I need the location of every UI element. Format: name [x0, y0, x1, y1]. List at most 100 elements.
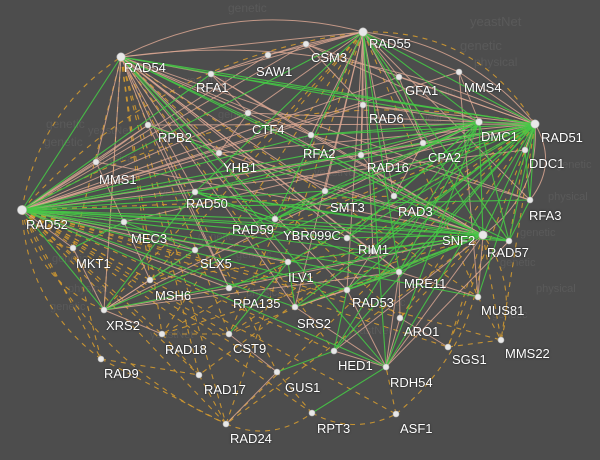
edge-physical [310, 134, 484, 236]
graph-node[interactable] [291, 303, 299, 311]
edge-physical [72, 247, 105, 311]
edge-genetic [362, 31, 480, 123]
graph-node[interactable] [158, 330, 166, 338]
graph-node[interactable] [146, 276, 154, 284]
graph-node[interactable] [357, 151, 365, 159]
graph-node[interactable] [497, 336, 505, 344]
edge-physical [362, 31, 424, 144]
graph-node[interactable] [225, 330, 233, 338]
edge-genetic [324, 190, 484, 236]
graph-node[interactable] [343, 286, 351, 294]
edge-genetic [21, 191, 196, 211]
edge-physical [147, 124, 484, 236]
graph-node[interactable] [382, 363, 390, 371]
graph-node[interactable] [191, 188, 199, 196]
graph-node[interactable] [505, 237, 513, 245]
edge-physical [267, 31, 364, 56]
graph-node[interactable] [474, 293, 482, 301]
graph-node[interactable] [273, 368, 281, 376]
graph-node[interactable] [419, 139, 427, 147]
graph-node[interactable] [478, 230, 488, 240]
watermark-text: genetic [46, 117, 85, 131]
graph-node[interactable] [343, 234, 351, 242]
edge-yeastNet [385, 366, 397, 415]
edge-genetic [21, 209, 296, 308]
graph-node[interactable] [92, 158, 100, 166]
edge-yeastNet [482, 234, 507, 341]
edge-physical [305, 43, 480, 123]
edge-genetic [194, 191, 400, 273]
edge-genetic [372, 121, 480, 252]
edge-genetic [120, 56, 276, 220]
edge-physical [21, 54, 269, 211]
edge-genetic [524, 149, 531, 201]
edge-yeastNet [120, 56, 335, 352]
edge-physical [422, 121, 480, 144]
edge-physical [120, 56, 374, 252]
edge-yeastNet [21, 209, 74, 249]
edge-yeastNet [395, 234, 484, 415]
graph-node[interactable] [97, 355, 105, 363]
edge-yeastNet [120, 56, 151, 281]
graph-node[interactable] [390, 192, 398, 200]
graph-node[interactable] [207, 70, 215, 78]
edge-yeastNet [225, 234, 484, 425]
graph-node[interactable] [359, 101, 367, 109]
node-layer[interactable] [17, 27, 540, 428]
graph-node[interactable] [215, 149, 223, 157]
edge-yeastNet [21, 209, 230, 335]
watermark-text: yeastNet [348, 325, 391, 337]
graph-node[interactable] [191, 246, 199, 254]
watermark-text: physical [536, 283, 576, 295]
graph-node[interactable] [455, 68, 463, 76]
graph-node[interactable] [17, 205, 27, 215]
graph-node[interactable] [222, 420, 230, 428]
edge-physical [218, 112, 249, 154]
edge-genetic [21, 31, 364, 211]
graph-node[interactable] [100, 306, 108, 314]
graph-node[interactable] [120, 218, 128, 226]
edge-physical [120, 19, 364, 58]
graph-node[interactable] [302, 40, 310, 48]
edge-genetic [103, 123, 536, 311]
graph-node[interactable] [521, 146, 529, 154]
graph-node[interactable] [284, 258, 292, 266]
graph-node[interactable] [69, 244, 77, 252]
graph-node[interactable] [475, 118, 483, 126]
edge-yeastNet [21, 209, 397, 415]
graph-node[interactable] [526, 196, 534, 204]
graph-node[interactable] [395, 268, 403, 276]
graph-node[interactable] [369, 247, 377, 255]
graph-node[interactable] [308, 409, 316, 417]
graph-node[interactable] [358, 27, 368, 37]
graph-node[interactable] [330, 347, 338, 355]
edge-yeastNet [21, 209, 335, 352]
graph-node[interactable] [392, 410, 400, 418]
edge-genetic [346, 271, 400, 291]
graph-node[interactable] [307, 131, 315, 139]
graph-node[interactable] [195, 371, 203, 379]
graph-node[interactable] [395, 73, 403, 81]
edge-physical [95, 56, 122, 163]
graph-node[interactable] [264, 51, 272, 59]
edge-physical [267, 43, 307, 56]
graph-node[interactable] [116, 52, 126, 62]
graph-node[interactable] [530, 119, 540, 129]
edge-genetic [276, 350, 335, 373]
edge-genetic [123, 221, 196, 251]
graph-node[interactable] [271, 215, 279, 223]
edge-genetic [21, 121, 480, 211]
edge-yeastNet [161, 31, 364, 335]
watermark-text: genetic [460, 38, 502, 53]
graph-node[interactable] [225, 284, 233, 292]
edge-physical [120, 49, 536, 125]
edge-yeastNet [225, 123, 536, 425]
graph-node[interactable] [321, 187, 329, 195]
graph-node[interactable] [144, 121, 152, 129]
watermark-text: genetic [44, 135, 83, 149]
graph-node[interactable] [244, 109, 252, 117]
edge-genetic [393, 195, 484, 236]
graph-node[interactable] [396, 314, 404, 322]
graph-node[interactable] [444, 343, 452, 351]
